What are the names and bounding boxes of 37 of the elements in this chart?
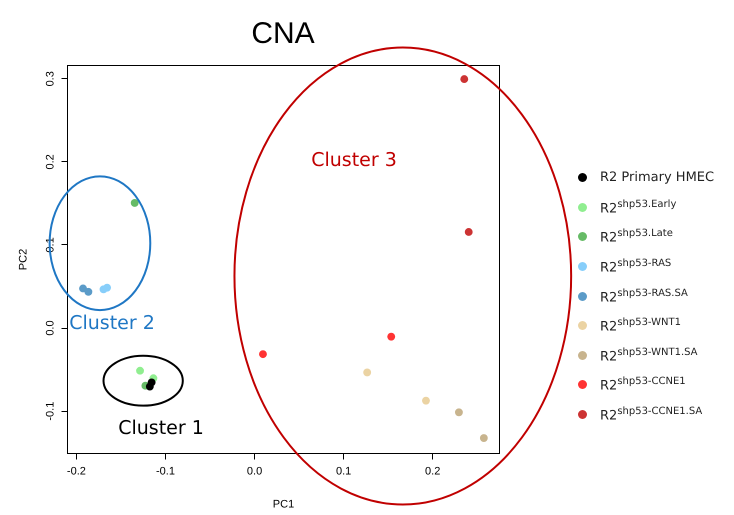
legend-label: R2$^{shp53.Late}$ (600, 228, 673, 246)
legend-label: R2$^{shp53-CCNE1.SA}$ (600, 406, 702, 424)
y-tick-label: 0.0 (44, 320, 56, 336)
y-tick-label: -0.1 (44, 402, 56, 421)
point (387, 332, 396, 341)
legend-label: R2$^{shp53-WNT1}$ (600, 317, 681, 334)
y-axis-title: PC2 (18, 248, 30, 270)
point (464, 228, 473, 236)
point (148, 378, 156, 386)
annotation: Cluster 2 (69, 312, 155, 334)
legend-label: R2$^{shp53.Early}$ (600, 198, 676, 216)
x-tick-label: -0.2 (66, 466, 86, 478)
legend-label: R2 Primary HMEC (600, 170, 714, 186)
x-tick-label: 0.2 (425, 466, 440, 478)
chart-title: CNA (251, 17, 315, 50)
annotation: Cluster 1 (118, 417, 204, 439)
legend-label: R2$^{shp53-RAS.SA}$ (600, 288, 688, 305)
annotation: Cluster 3 (311, 149, 397, 171)
y-tick-label: 0.2 (44, 154, 56, 170)
point (130, 198, 139, 207)
point (259, 350, 267, 358)
point (454, 408, 463, 416)
x-tick-label: 0.1 (336, 466, 352, 478)
point (422, 396, 430, 405)
x-tick-label: -0.1 (156, 466, 175, 478)
x-tick-label: 0.0 (246, 466, 262, 478)
point (480, 434, 488, 442)
legend-label: R2$^{shp53-CCNE1}$ (600, 376, 686, 394)
legend-label: R2$^{shp53-RAS}$ (600, 258, 672, 276)
x-axis-title: PC1 (272, 498, 294, 510)
point (103, 284, 112, 292)
point (363, 368, 372, 376)
legend-label: R2$^{shp53-WNT1.SA}$ (600, 346, 698, 364)
point (84, 288, 92, 296)
y-tick-label: 0.3 (44, 71, 56, 86)
point (136, 366, 144, 375)
point (460, 75, 468, 84)
